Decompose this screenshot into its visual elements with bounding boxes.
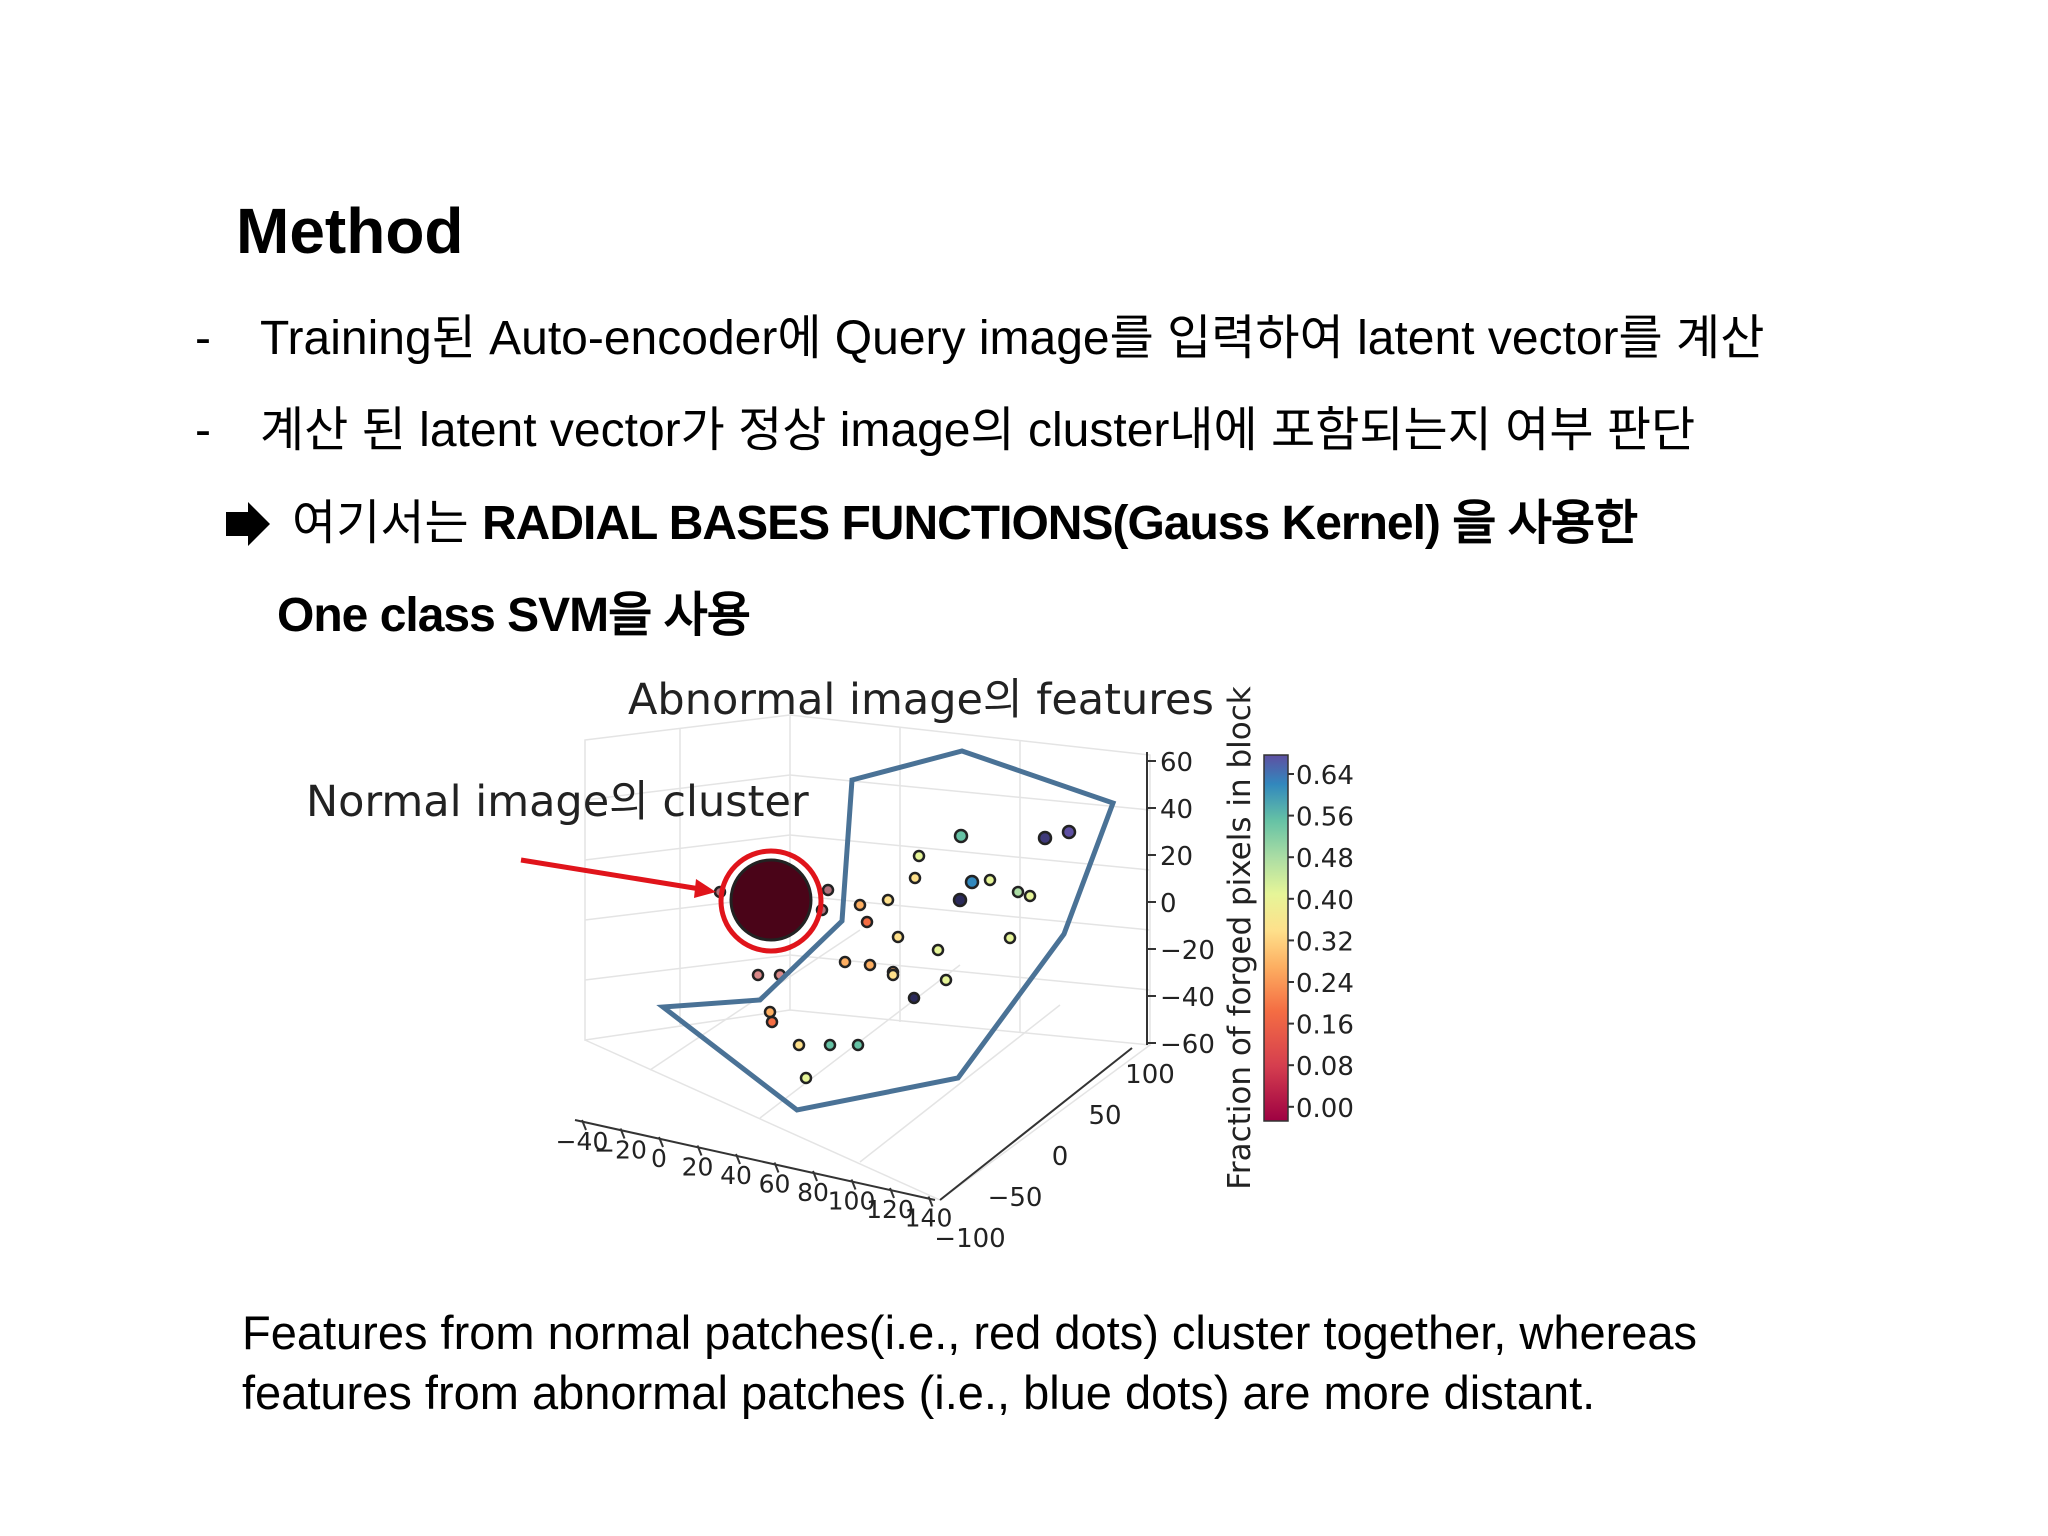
dot bbox=[792, 1038, 806, 1052]
x-tick-label: −20 bbox=[594, 1136, 647, 1165]
x-tick bbox=[850, 1179, 857, 1190]
dot bbox=[908, 871, 922, 885]
dot bbox=[751, 968, 765, 982]
dot bbox=[983, 873, 997, 887]
x-tick bbox=[581, 1119, 587, 1131]
x-tick bbox=[658, 1136, 664, 1148]
bullet-marker: - bbox=[195, 312, 211, 365]
colorbar-label: Fraction of forged pixels in block bbox=[1222, 686, 1258, 1189]
dot bbox=[1003, 931, 1017, 945]
colorbar-tick-label: 0.64 bbox=[1296, 761, 1354, 791]
caption-line: Features from normal patches(i.e., red d… bbox=[242, 1306, 1697, 1359]
z-tick-label: −40 bbox=[1160, 983, 1215, 1013]
y-tick-label: 0 bbox=[1052, 1142, 1069, 1172]
colorbar-tick-label: 0.56 bbox=[1296, 803, 1354, 833]
dot bbox=[838, 955, 852, 969]
colorbar-tick-label: 0.32 bbox=[1296, 927, 1354, 957]
x-tick bbox=[773, 1162, 780, 1173]
normal-cluster bbox=[729, 858, 813, 942]
dot bbox=[952, 892, 968, 908]
dot bbox=[1011, 885, 1025, 899]
y-tick-label: 100 bbox=[1125, 1060, 1175, 1090]
dot bbox=[1023, 889, 1037, 903]
slide-title: Method bbox=[236, 195, 464, 267]
x-tick-label: 120 bbox=[866, 1195, 914, 1224]
z-tick-label: −20 bbox=[1160, 936, 1215, 966]
x-tick-label: 100 bbox=[828, 1187, 876, 1216]
x-axis bbox=[574, 1119, 936, 1201]
x-tick-label: 40 bbox=[720, 1161, 752, 1190]
x-tick-label: −40 bbox=[556, 1127, 609, 1156]
x-tick-label: 140 bbox=[905, 1204, 953, 1233]
abnormal-region bbox=[656, 748, 1117, 1113]
x-tick-label: 20 bbox=[682, 1153, 714, 1182]
dot bbox=[886, 968, 900, 982]
conclusion-lead: 여기서는 bbox=[292, 497, 469, 550]
z-tick-label: 40 bbox=[1160, 795, 1193, 825]
normal-highlight bbox=[718, 848, 824, 954]
dot bbox=[1037, 830, 1053, 846]
dot bbox=[860, 915, 874, 929]
grid-line bbox=[584, 715, 1151, 1033]
dot bbox=[853, 898, 867, 912]
bullet-text: Training된 Auto-encoder에 Query image를 입력하… bbox=[260, 312, 1764, 365]
dot bbox=[964, 874, 980, 890]
z-tick-label: 0 bbox=[1160, 889, 1177, 919]
dot bbox=[863, 958, 877, 972]
dot bbox=[931, 943, 945, 957]
dot bbox=[823, 1038, 837, 1052]
x-tick bbox=[927, 1196, 934, 1207]
dot bbox=[851, 1038, 865, 1052]
x-tick bbox=[889, 1187, 895, 1199]
pointer-arrowhead bbox=[694, 879, 716, 898]
colorbar-tick-label: 0.40 bbox=[1296, 886, 1354, 916]
arrow-icon bbox=[226, 502, 270, 546]
colorbar-tick-label: 0.24 bbox=[1296, 969, 1354, 999]
conclusion-emphasis: RADIAL BASES FUNCTIONS(Gauss Kernel) 을 사… bbox=[482, 497, 1638, 550]
colorbar-tick-label: 0.00 bbox=[1296, 1094, 1354, 1124]
conclusion-continuation: One class SVM을 사용 bbox=[277, 589, 750, 642]
normal-annotation: Normal image의 cluster bbox=[306, 777, 809, 827]
bullet-marker: - bbox=[195, 404, 211, 457]
dot bbox=[912, 849, 926, 863]
z-tick-label: −60 bbox=[1160, 1030, 1215, 1060]
dot bbox=[799, 1071, 813, 1085]
y-tick-label: 50 bbox=[1088, 1101, 1121, 1131]
x-tick bbox=[735, 1153, 741, 1165]
dot bbox=[1061, 824, 1077, 840]
colorbar-tick-label: 0.16 bbox=[1296, 1011, 1354, 1041]
dot bbox=[953, 828, 969, 844]
x-tick bbox=[696, 1145, 703, 1156]
y-tick-label: −100 bbox=[934, 1224, 1005, 1254]
colorbar-tick-label: 0.08 bbox=[1296, 1052, 1354, 1082]
x-tick bbox=[619, 1128, 626, 1139]
colorbar bbox=[1263, 754, 1289, 1122]
y-axis bbox=[939, 1047, 1133, 1201]
z-tick-label: 60 bbox=[1160, 748, 1193, 778]
dot bbox=[881, 893, 895, 907]
dot bbox=[907, 991, 921, 1005]
caption-line: features from abnormal patches (i.e., bl… bbox=[242, 1366, 1595, 1419]
x-tick bbox=[812, 1170, 818, 1182]
dot bbox=[939, 973, 953, 987]
x-tick-label: 80 bbox=[797, 1178, 829, 1207]
dot bbox=[821, 883, 835, 897]
x-tick-label: 0 bbox=[651, 1144, 667, 1173]
z-tick-label: 20 bbox=[1160, 842, 1193, 872]
y-tick-label: −50 bbox=[988, 1183, 1043, 1213]
pane bbox=[584, 714, 1151, 1046]
bullet-text: 계산 된 latent vector가 정상 image의 cluster내에 … bbox=[260, 404, 1695, 457]
dot bbox=[765, 1015, 779, 1029]
abnormal-annotation: Abnormal image의 features bbox=[628, 675, 1214, 725]
colorbar-tick-label: 0.48 bbox=[1296, 844, 1354, 874]
dot bbox=[763, 1005, 777, 1019]
pointer-arrow bbox=[520, 857, 701, 892]
x-tick-label: 60 bbox=[759, 1170, 791, 1199]
dot bbox=[891, 930, 905, 944]
conclusion-line: 여기서는 RADIAL BASES FUNCTIONS(Gauss Kernel… bbox=[292, 497, 1638, 550]
